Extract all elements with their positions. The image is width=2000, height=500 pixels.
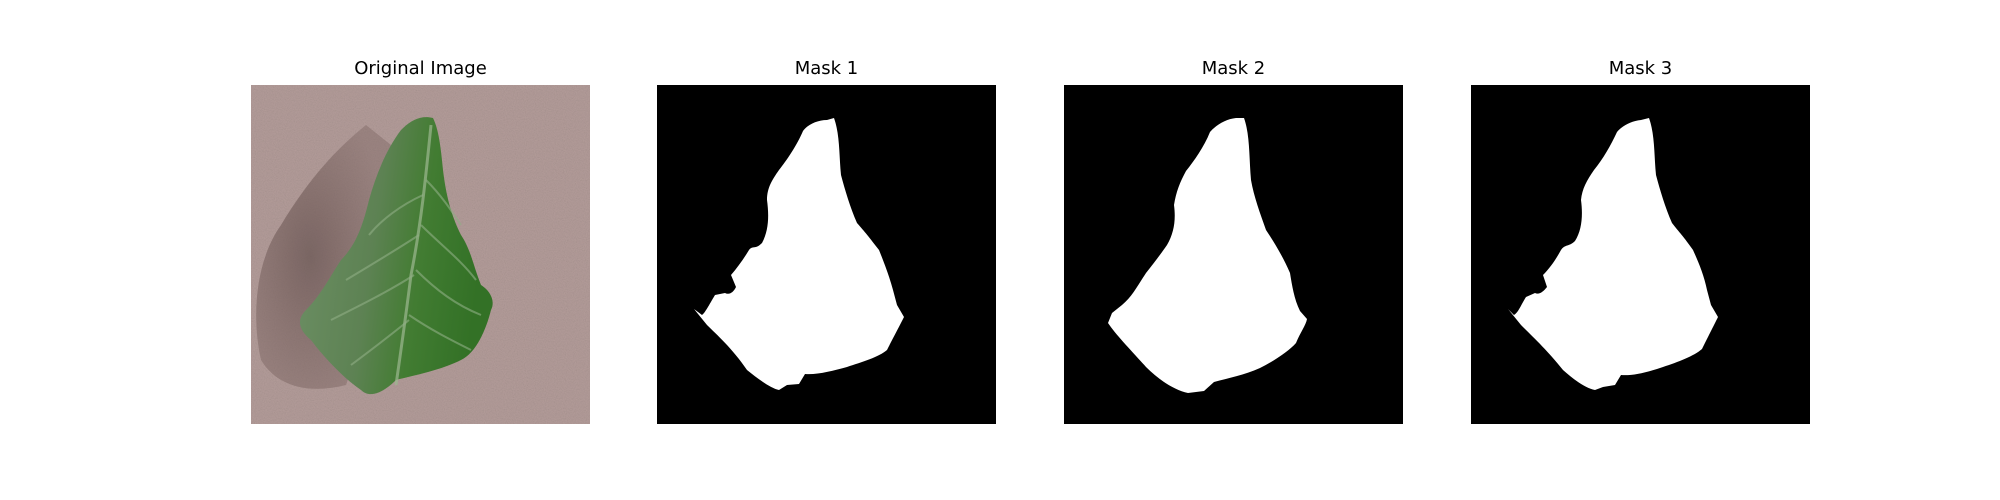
mask-2-image	[1064, 85, 1403, 424]
mask-3-image	[1471, 85, 1810, 424]
panel-mask-1: Mask 1	[657, 58, 996, 424]
original-leaf-image	[251, 85, 590, 424]
leaf-shape	[299, 117, 493, 395]
mask-shape	[1108, 118, 1307, 393]
panel-title: Mask 1	[794, 58, 859, 79]
panel-title: Mask 3	[1608, 58, 1673, 79]
mask-shape	[694, 118, 904, 390]
mask-1-image	[657, 85, 996, 424]
panel-mask-2: Mask 2	[1064, 58, 1403, 424]
leaf-midrib	[394, 124, 433, 386]
leaf-veins	[330, 179, 482, 366]
panel-mask-3: Mask 3	[1471, 58, 1810, 424]
panel-title: Mask 2	[1201, 58, 1266, 79]
mask-shape	[1508, 118, 1718, 390]
panel-original-image: Original Image	[251, 58, 590, 424]
panel-title: Original Image	[354, 58, 487, 79]
photo-texture	[251, 85, 590, 424]
